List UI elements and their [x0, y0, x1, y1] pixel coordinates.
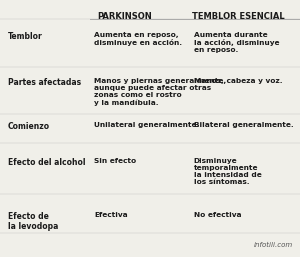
Text: Aumenta en reposo,
disminuye en acción.: Aumenta en reposo, disminuye en acción. [94, 32, 183, 46]
Text: Comienzo: Comienzo [8, 122, 50, 131]
Text: Manos, cabeza y voz.: Manos, cabeza y voz. [194, 78, 282, 84]
Text: infotili.com: infotili.com [253, 242, 292, 248]
Text: Sin efecto: Sin efecto [94, 158, 136, 164]
Text: Aumenta durante
la acción, disminuye
en reposo.: Aumenta durante la acción, disminuye en … [194, 32, 279, 53]
Text: Disminuye
temporalmente
la intensidad de
los síntomas.: Disminuye temporalmente la intensidad de… [194, 158, 261, 185]
Text: Temblor: Temblor [8, 32, 42, 41]
Text: Unilateral generalmente.: Unilateral generalmente. [94, 122, 200, 128]
Text: Efecto del alcohol: Efecto del alcohol [8, 158, 85, 167]
Text: TEMBLOR ESENCIAL: TEMBLOR ESENCIAL [192, 12, 285, 21]
Text: Bilateral generalmente.: Bilateral generalmente. [194, 122, 293, 128]
Text: Manos y piernas generalmente,
aunque puede afectar otras
zonas como el rostro
y : Manos y piernas generalmente, aunque pue… [94, 78, 227, 106]
Text: PARKINSON: PARKINSON [97, 12, 152, 21]
Text: Partes afectadas: Partes afectadas [8, 78, 81, 87]
Text: Efectiva: Efectiva [94, 212, 128, 218]
Text: Efecto de
la levodopa: Efecto de la levodopa [8, 212, 58, 231]
Text: No efectiva: No efectiva [194, 212, 241, 218]
